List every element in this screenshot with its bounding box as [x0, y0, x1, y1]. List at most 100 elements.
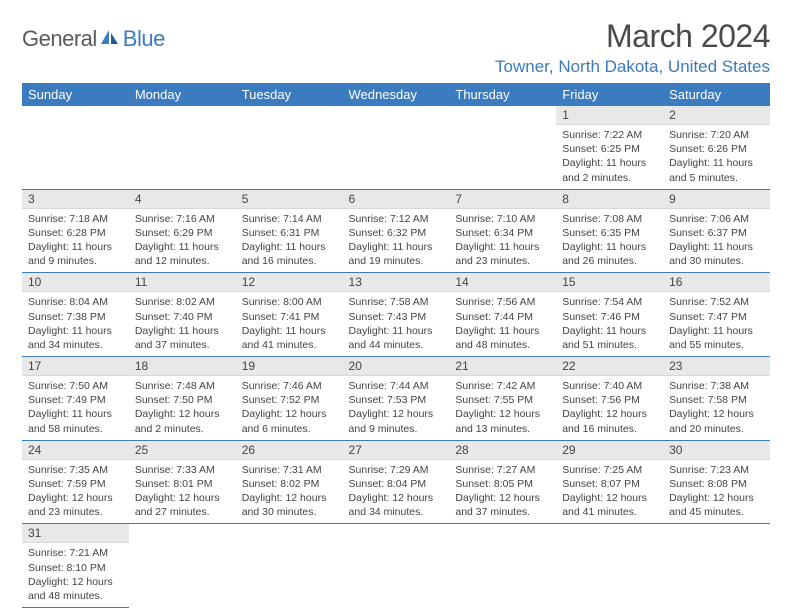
day-number: 21 — [449, 357, 556, 376]
calendar-cell: 24Sunrise: 7:35 AMSunset: 7:59 PMDayligh… — [22, 440, 129, 524]
calendar-cell: 11Sunrise: 8:02 AMSunset: 7:40 PMDayligh… — [129, 273, 236, 357]
location: Towner, North Dakota, United States — [495, 57, 770, 77]
weekday-header: Monday — [129, 83, 236, 106]
day-number: 10 — [22, 273, 129, 292]
day-details: Sunrise: 7:14 AMSunset: 6:31 PMDaylight:… — [236, 209, 343, 273]
calendar-cell: 26Sunrise: 7:31 AMSunset: 8:02 PMDayligh… — [236, 440, 343, 524]
calendar-cell: 13Sunrise: 7:58 AMSunset: 7:43 PMDayligh… — [343, 273, 450, 357]
weekday-header: Saturday — [663, 83, 770, 106]
day-details: Sunrise: 7:10 AMSunset: 6:34 PMDaylight:… — [449, 209, 556, 273]
header: General Blue March 2024 Towner, North Da… — [22, 18, 770, 77]
calendar-cell: 20Sunrise: 7:44 AMSunset: 7:53 PMDayligh… — [343, 357, 450, 441]
calendar-cell: 10Sunrise: 8:04 AMSunset: 7:38 PMDayligh… — [22, 273, 129, 357]
calendar-cell: 15Sunrise: 7:54 AMSunset: 7:46 PMDayligh… — [556, 273, 663, 357]
day-number: 22 — [556, 357, 663, 376]
weekday-header: Sunday — [22, 83, 129, 106]
day-number: 26 — [236, 441, 343, 460]
calendar-cell: 5Sunrise: 7:14 AMSunset: 6:31 PMDaylight… — [236, 189, 343, 273]
calendar-cell — [129, 106, 236, 189]
day-number: 24 — [22, 441, 129, 460]
day-details: Sunrise: 7:46 AMSunset: 7:52 PMDaylight:… — [236, 376, 343, 440]
day-details: Sunrise: 7:25 AMSunset: 8:07 PMDaylight:… — [556, 460, 663, 524]
day-details: Sunrise: 7:18 AMSunset: 6:28 PMDaylight:… — [22, 209, 129, 273]
calendar-cell: 27Sunrise: 7:29 AMSunset: 8:04 PMDayligh… — [343, 440, 450, 524]
day-details: Sunrise: 7:06 AMSunset: 6:37 PMDaylight:… — [663, 209, 770, 273]
sail-icon — [99, 26, 121, 52]
calendar-cell: 1Sunrise: 7:22 AMSunset: 6:25 PMDaylight… — [556, 106, 663, 189]
day-details: Sunrise: 7:31 AMSunset: 8:02 PMDaylight:… — [236, 460, 343, 524]
calendar-cell: 18Sunrise: 7:48 AMSunset: 7:50 PMDayligh… — [129, 357, 236, 441]
calendar-cell: 9Sunrise: 7:06 AMSunset: 6:37 PMDaylight… — [663, 189, 770, 273]
calendar-cell: 31Sunrise: 7:21 AMSunset: 8:10 PMDayligh… — [22, 524, 129, 608]
day-details: Sunrise: 7:29 AMSunset: 8:04 PMDaylight:… — [343, 460, 450, 524]
day-details: Sunrise: 7:35 AMSunset: 7:59 PMDaylight:… — [22, 460, 129, 524]
calendar-cell — [22, 106, 129, 189]
calendar-row: 1Sunrise: 7:22 AMSunset: 6:25 PMDaylight… — [22, 106, 770, 189]
day-number: 5 — [236, 190, 343, 209]
calendar-cell — [236, 106, 343, 189]
logo: General Blue — [22, 26, 165, 52]
day-details: Sunrise: 7:20 AMSunset: 6:26 PMDaylight:… — [663, 125, 770, 189]
day-details: Sunrise: 7:38 AMSunset: 7:58 PMDaylight:… — [663, 376, 770, 440]
day-number: 16 — [663, 273, 770, 292]
day-details: Sunrise: 7:56 AMSunset: 7:44 PMDaylight:… — [449, 292, 556, 356]
calendar-cell — [449, 106, 556, 189]
calendar-row: 17Sunrise: 7:50 AMSunset: 7:49 PMDayligh… — [22, 357, 770, 441]
day-number: 1 — [556, 106, 663, 125]
day-details: Sunrise: 7:48 AMSunset: 7:50 PMDaylight:… — [129, 376, 236, 440]
logo-text-a: General — [22, 26, 97, 52]
calendar-cell — [556, 524, 663, 608]
day-number: 29 — [556, 441, 663, 460]
day-details: Sunrise: 8:04 AMSunset: 7:38 PMDaylight:… — [22, 292, 129, 356]
day-details: Sunrise: 7:27 AMSunset: 8:05 PMDaylight:… — [449, 460, 556, 524]
calendar-cell — [663, 524, 770, 608]
day-details: Sunrise: 7:58 AMSunset: 7:43 PMDaylight:… — [343, 292, 450, 356]
day-number: 15 — [556, 273, 663, 292]
calendar-cell: 25Sunrise: 7:33 AMSunset: 8:01 PMDayligh… — [129, 440, 236, 524]
day-number: 23 — [663, 357, 770, 376]
calendar-cell: 8Sunrise: 7:08 AMSunset: 6:35 PMDaylight… — [556, 189, 663, 273]
day-number: 9 — [663, 190, 770, 209]
day-number: 31 — [22, 524, 129, 543]
calendar-cell — [449, 524, 556, 608]
day-details: Sunrise: 8:02 AMSunset: 7:40 PMDaylight:… — [129, 292, 236, 356]
calendar-cell: 23Sunrise: 7:38 AMSunset: 7:58 PMDayligh… — [663, 357, 770, 441]
day-number: 2 — [663, 106, 770, 125]
day-number: 19 — [236, 357, 343, 376]
calendar-cell: 2Sunrise: 7:20 AMSunset: 6:26 PMDaylight… — [663, 106, 770, 189]
calendar-row: 24Sunrise: 7:35 AMSunset: 7:59 PMDayligh… — [22, 440, 770, 524]
calendar-cell — [343, 524, 450, 608]
day-number: 17 — [22, 357, 129, 376]
day-number: 13 — [343, 273, 450, 292]
day-details: Sunrise: 7:23 AMSunset: 8:08 PMDaylight:… — [663, 460, 770, 524]
day-details: Sunrise: 7:44 AMSunset: 7:53 PMDaylight:… — [343, 376, 450, 440]
day-details: Sunrise: 7:52 AMSunset: 7:47 PMDaylight:… — [663, 292, 770, 356]
day-details: Sunrise: 7:21 AMSunset: 8:10 PMDaylight:… — [22, 543, 129, 607]
weekday-header: Wednesday — [343, 83, 450, 106]
day-details: Sunrise: 7:08 AMSunset: 6:35 PMDaylight:… — [556, 209, 663, 273]
day-number: 12 — [236, 273, 343, 292]
day-number: 11 — [129, 273, 236, 292]
weekday-header: Tuesday — [236, 83, 343, 106]
calendar-table: Sunday Monday Tuesday Wednesday Thursday… — [22, 83, 770, 608]
day-details: Sunrise: 7:50 AMSunset: 7:49 PMDaylight:… — [22, 376, 129, 440]
day-details: Sunrise: 7:42 AMSunset: 7:55 PMDaylight:… — [449, 376, 556, 440]
calendar-cell: 30Sunrise: 7:23 AMSunset: 8:08 PMDayligh… — [663, 440, 770, 524]
day-number: 30 — [663, 441, 770, 460]
calendar-cell: 28Sunrise: 7:27 AMSunset: 8:05 PMDayligh… — [449, 440, 556, 524]
day-details: Sunrise: 7:12 AMSunset: 6:32 PMDaylight:… — [343, 209, 450, 273]
day-number: 7 — [449, 190, 556, 209]
weekday-header-row: Sunday Monday Tuesday Wednesday Thursday… — [22, 83, 770, 106]
calendar-cell: 3Sunrise: 7:18 AMSunset: 6:28 PMDaylight… — [22, 189, 129, 273]
day-details: Sunrise: 8:00 AMSunset: 7:41 PMDaylight:… — [236, 292, 343, 356]
calendar-cell — [129, 524, 236, 608]
calendar-cell — [343, 106, 450, 189]
calendar-row: 3Sunrise: 7:18 AMSunset: 6:28 PMDaylight… — [22, 189, 770, 273]
calendar-cell: 21Sunrise: 7:42 AMSunset: 7:55 PMDayligh… — [449, 357, 556, 441]
calendar-row: 10Sunrise: 8:04 AMSunset: 7:38 PMDayligh… — [22, 273, 770, 357]
day-details: Sunrise: 7:40 AMSunset: 7:56 PMDaylight:… — [556, 376, 663, 440]
calendar-cell: 17Sunrise: 7:50 AMSunset: 7:49 PMDayligh… — [22, 357, 129, 441]
calendar-cell — [236, 524, 343, 608]
day-details: Sunrise: 7:54 AMSunset: 7:46 PMDaylight:… — [556, 292, 663, 356]
day-number: 8 — [556, 190, 663, 209]
